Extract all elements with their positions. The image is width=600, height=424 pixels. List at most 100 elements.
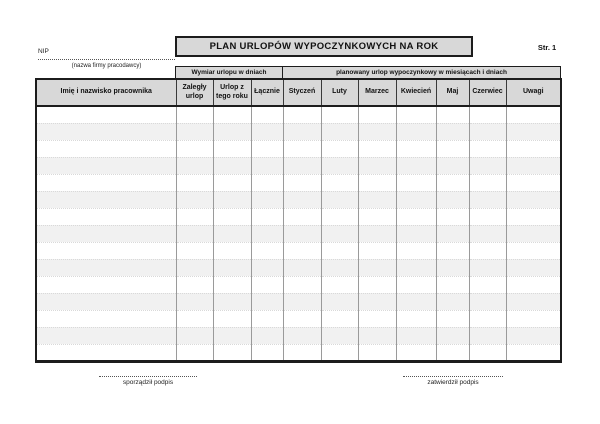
table-cell (506, 140, 562, 158)
table-cell (396, 140, 437, 158)
table-cell (213, 157, 252, 175)
table-cell (396, 123, 437, 141)
table-cell (176, 140, 214, 158)
table-cell (321, 208, 359, 226)
table-cell (213, 242, 252, 260)
table-cell (36, 310, 177, 328)
table-row (36, 225, 562, 243)
table-cell (436, 123, 470, 141)
table-cell (213, 225, 252, 243)
table-cell (283, 327, 322, 345)
signature-block-prepared: sporządził podpis (99, 371, 197, 386)
table-cell (36, 208, 177, 226)
table-cell (176, 208, 214, 226)
table-cell (321, 242, 359, 260)
table-cell (358, 310, 397, 328)
table-cell (358, 191, 397, 209)
table-row (36, 106, 562, 124)
table-cell (321, 123, 359, 141)
table-cell (321, 174, 359, 192)
table-cell (36, 191, 177, 209)
table-cell (506, 123, 562, 141)
column-header-row: Imię i nazwisko pracownika Zaległy urlop U… (35, 78, 562, 107)
column-header-8: Maj (435, 78, 470, 107)
table-cell (36, 174, 177, 192)
table-cell (436, 225, 470, 243)
table-cell (36, 259, 177, 277)
table-cell (213, 140, 252, 158)
table-cell (283, 259, 322, 277)
table-cell (36, 293, 177, 311)
table-cell (396, 327, 437, 345)
table-cell (506, 344, 562, 362)
form-title: PLAN URLOPÓW WYPOCZYNKOWYCH NA ROK (175, 36, 473, 57)
table-cell (283, 123, 322, 141)
table-cell (283, 310, 322, 328)
table-cell (283, 157, 322, 175)
signature-caption-approved: zatwierdził podpis (427, 379, 479, 386)
table-cell (469, 225, 507, 243)
table-cell (469, 208, 507, 226)
table-cell (283, 344, 322, 362)
table-cell (36, 344, 177, 362)
column-header-4: Styczeń (282, 78, 322, 107)
table-cell (176, 344, 214, 362)
table-cell (213, 208, 252, 226)
table-cell (469, 293, 507, 311)
company-name-caption: (nazwa firmy pracodawcy) (71, 63, 142, 69)
table-cell (251, 242, 284, 260)
table-cell (396, 174, 437, 192)
table-cell (321, 344, 359, 362)
table-cell (321, 259, 359, 277)
table-cell (36, 140, 177, 158)
table-cell (469, 174, 507, 192)
column-header-3: Łącznie (250, 78, 284, 107)
table-cell (396, 344, 437, 362)
table-cell (36, 276, 177, 294)
table-cell (251, 327, 284, 345)
table-cell (176, 293, 214, 311)
table-cell (436, 259, 470, 277)
table-cell (506, 327, 562, 345)
table-cell (176, 259, 214, 277)
table-cell (251, 344, 284, 362)
table-cell (358, 157, 397, 175)
table-cell (213, 191, 252, 209)
table-cell (251, 106, 284, 124)
signature-line-prepared (99, 371, 197, 377)
table-cell (469, 242, 507, 260)
table-cell (283, 276, 322, 294)
table-cell (469, 106, 507, 124)
table-row (36, 344, 562, 362)
table-cell (358, 174, 397, 192)
table-cell (358, 293, 397, 311)
table-cell (321, 191, 359, 209)
table-cell (396, 191, 437, 209)
table-cell (251, 276, 284, 294)
table-cell (176, 157, 214, 175)
column-header-0: Imię i nazwisko pracownika (35, 78, 177, 107)
table-cell (469, 140, 507, 158)
table-row (36, 293, 562, 311)
table-cell (36, 242, 177, 260)
table-cell (213, 106, 252, 124)
table-cell (283, 293, 322, 311)
table-cell (358, 327, 397, 345)
table-cell (321, 310, 359, 328)
table-cell (283, 242, 322, 260)
table-cell (176, 276, 214, 294)
table-cell (213, 174, 252, 192)
table-cell (176, 242, 214, 260)
nip-label: NIP (38, 48, 49, 55)
signature-line-approved (403, 371, 503, 377)
signature-caption-prepared: sporządził podpis (122, 379, 174, 386)
table-cell (36, 157, 177, 175)
table-cell (396, 157, 437, 175)
table-cell (436, 157, 470, 175)
column-header-1: Zaległy urlop (175, 78, 214, 107)
table-cell (213, 123, 252, 141)
table-cell (213, 259, 252, 277)
table-cell (396, 293, 437, 311)
table-cell (469, 344, 507, 362)
table-cell (358, 242, 397, 260)
